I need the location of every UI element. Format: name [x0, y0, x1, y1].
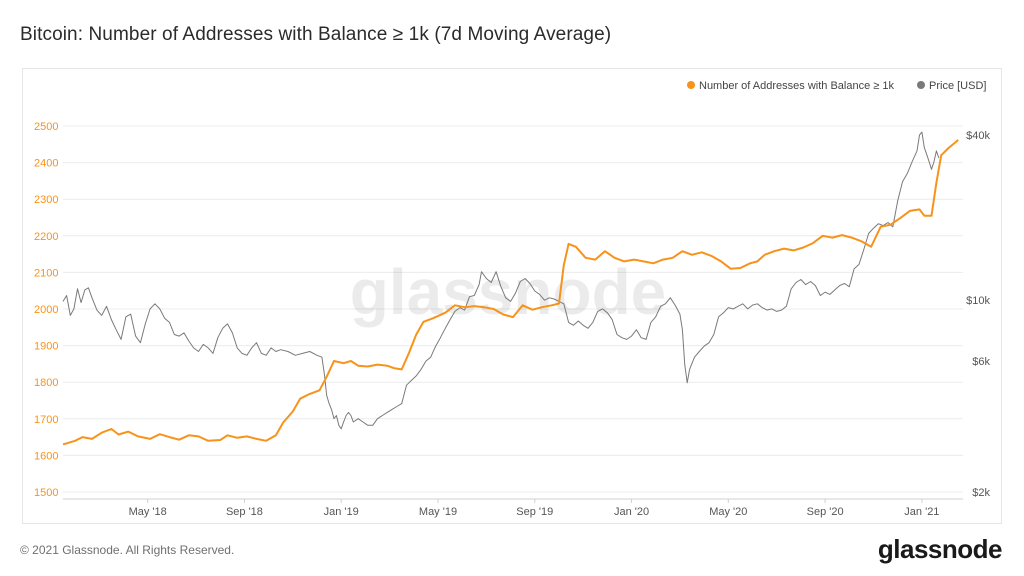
copyright-text: © 2021 Glassnode. All Rights Reserved. — [20, 543, 235, 557]
y-left-tick-label: 2100 — [34, 267, 58, 279]
y-left-tick-label: 1700 — [34, 414, 58, 426]
legend-marker-price — [917, 81, 925, 89]
x-tick-label: Jan '21 — [904, 506, 939, 518]
y-right-tick-label: $40k — [966, 130, 990, 142]
y-left-tick-label: 1800 — [34, 377, 58, 389]
y-left-tick-label: 2500 — [34, 121, 58, 133]
y-left-tick-label: 2000 — [34, 304, 58, 316]
x-tick-label: Sep '20 — [807, 506, 844, 518]
brand-logo[interactable]: glassnode — [877, 534, 1003, 564]
y-right-tick-label: $10k — [966, 295, 990, 307]
x-tick-label: Sep '18 — [226, 506, 263, 518]
series-line-addresses — [62, 139, 959, 446]
legend-label-price: Price [USD] — [929, 80, 986, 92]
x-tick-label: Jan '20 — [614, 506, 649, 518]
legend-marker-addresses — [687, 81, 695, 89]
y-left-tick-label: 1500 — [34, 487, 58, 499]
y-right-tick-label: $2k — [972, 487, 990, 499]
y-right-tick-label: $6k — [972, 356, 990, 368]
x-tick-label: May '19 — [419, 506, 457, 518]
chart-frame: glassnode 1500 1600 1700 1800 1900 2000 2100 220… — [22, 68, 1002, 524]
x-tick-label: Jan '19 — [324, 506, 359, 518]
y-left-tick-label: 2200 — [34, 231, 58, 243]
y-left-tick-label: 1600 — [34, 450, 58, 462]
chart-canvas: glassnode 1500 1600 1700 1800 1900 2000 2100 220… — [34, 80, 990, 518]
series-line-price — [62, 131, 940, 430]
x-tick-label: Sep '19 — [516, 506, 553, 518]
page-title: Bitcoin: Number of Addresses with Balanc… — [20, 24, 612, 45]
y-left-tick-label: 1900 — [34, 341, 58, 353]
x-tick-label: May '18 — [129, 506, 167, 518]
legend-label-addresses: Number of Addresses with Balance ≥ 1k — [699, 80, 894, 92]
x-tick-label: May '20 — [709, 506, 747, 518]
y-left-tick-label: 2400 — [34, 158, 58, 170]
watermark: glassnode — [350, 256, 667, 328]
y-left-tick-label: 2300 — [34, 194, 58, 206]
